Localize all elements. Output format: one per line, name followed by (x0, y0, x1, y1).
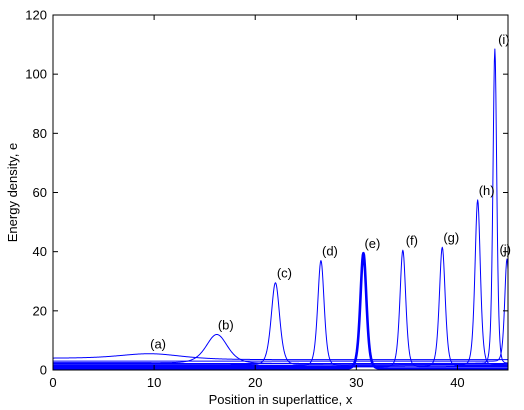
y-axis-label: Energy density, e (5, 143, 20, 242)
y-axis-ticks: 0 20 40 60 80 100 120 (25, 8, 508, 378)
x-tick-label: 0 (49, 375, 56, 390)
peak-label-i: (i) (498, 32, 510, 47)
y-tick-label: 60 (33, 185, 47, 200)
y-tick-label: 40 (33, 244, 47, 259)
y-tick-label: 20 (33, 303, 47, 318)
y-tick-label: 120 (25, 8, 47, 23)
peak-label-j: (j) (499, 242, 511, 257)
series-line-h (53, 199, 509, 366)
plot-frame (52, 14, 509, 371)
x-tick-label: 20 (248, 375, 262, 390)
y-tick-label: 80 (33, 126, 47, 141)
series-line-f (53, 249, 508, 368)
peak-label-g: (g) (443, 230, 459, 245)
y-tick-label: 0 (40, 363, 47, 378)
peak-label-d: (d) (322, 244, 338, 259)
peak-label-e: (e) (364, 236, 380, 251)
peak-label-c: (c) (277, 266, 292, 281)
peak-label-a: (a) (150, 337, 166, 352)
series-line-i (53, 48, 509, 364)
peak-label-h: (h) (479, 183, 495, 198)
peak-label-b: (b) (218, 318, 234, 333)
series-line-e (52, 251, 509, 370)
peak-label-f: (f) (406, 233, 418, 248)
x-tick-label: 30 (349, 375, 363, 390)
x-axis-label: Position in superlattice, x (209, 392, 353, 407)
x-tick-label: 10 (147, 375, 161, 390)
x-tick-label: 40 (450, 375, 464, 390)
y-tick-label: 100 (25, 67, 47, 82)
series-line-a (53, 353, 508, 361)
curves-layer (52, 48, 509, 370)
x-axis-ticks: 0 10 20 30 40 (49, 15, 465, 390)
peak-labels-layer: (a) (b) (c) (d) (e) (f) (g) (h) (i) (j) (150, 32, 511, 352)
series-line-j (53, 258, 509, 362)
